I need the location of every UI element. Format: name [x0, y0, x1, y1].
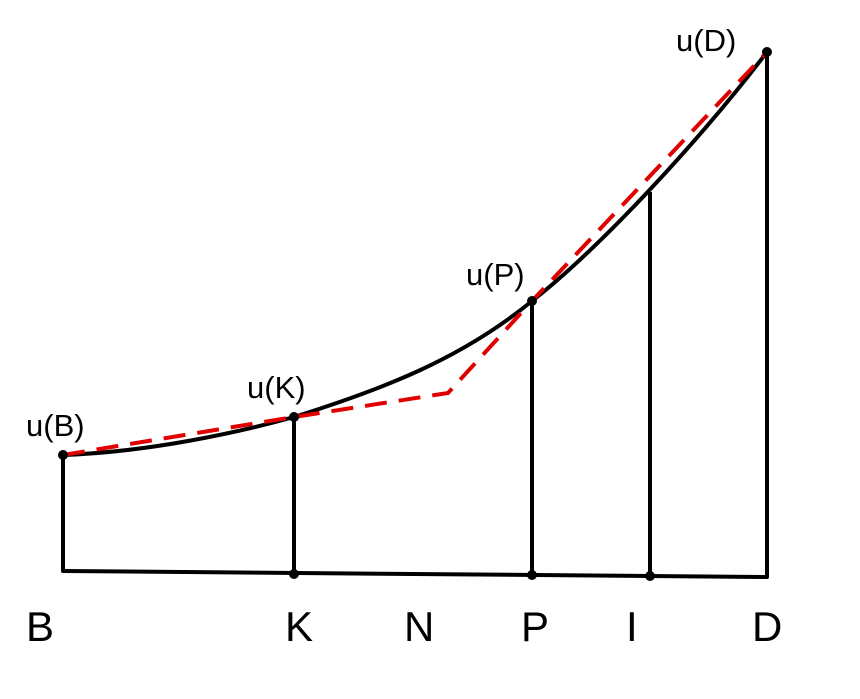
point-uD — [762, 47, 772, 57]
axis-label-N: N — [404, 603, 434, 650]
label-uB: u(B) — [26, 408, 85, 443]
point-P-base — [527, 570, 537, 580]
label-uD: u(D) — [676, 23, 736, 58]
dashed-approximation — [62, 50, 769, 457]
point-K-base — [289, 569, 299, 579]
point-I-base — [645, 571, 655, 581]
axis-label-K: K — [285, 603, 313, 650]
axis-label-I: I — [626, 603, 638, 650]
function-curve — [61, 50, 769, 457]
label-uP: u(P) — [466, 257, 525, 292]
axis-label-P: P — [521, 603, 549, 650]
axis-label-B: B — [26, 603, 54, 650]
baseline — [61, 569, 769, 579]
point-uB — [58, 450, 68, 460]
point-uK — [289, 412, 299, 422]
point-uP — [527, 296, 537, 306]
axis-label-D: D — [752, 603, 782, 650]
label-uK: u(K) — [247, 370, 306, 405]
